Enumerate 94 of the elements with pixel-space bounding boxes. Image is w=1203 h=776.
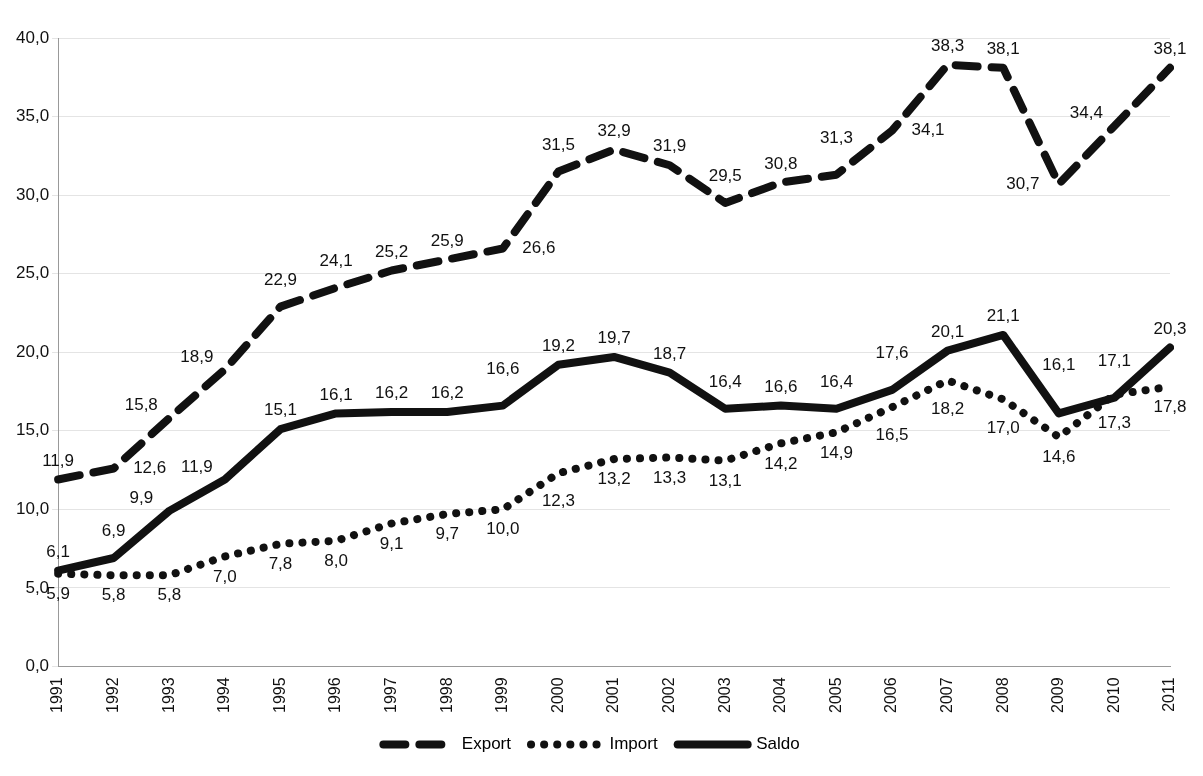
y-tick-label: 25,0: [15, 263, 50, 283]
y-tick-label: 35,0: [15, 106, 50, 126]
data-label: 18,7: [653, 343, 687, 363]
x-tick-label: 2007: [938, 677, 956, 713]
data-label: 31,5: [541, 134, 575, 154]
legend-label: Saldo: [756, 734, 800, 754]
data-label: 14,6: [1042, 447, 1076, 467]
data-label: 6,9: [101, 521, 126, 541]
data-label: 16,1: [1042, 354, 1076, 374]
y-tick-label: 15,0: [15, 420, 50, 440]
data-label: 16,4: [708, 371, 742, 391]
data-label: 17,6: [875, 343, 909, 363]
data-label: 30,7: [1006, 173, 1040, 193]
data-label: 12,3: [541, 491, 575, 511]
y-tick-label: 40,0: [15, 27, 50, 47]
y-tick-label: 20,0: [15, 341, 50, 361]
data-label: 6,1: [46, 541, 70, 561]
data-label: 31,3: [819, 127, 853, 147]
data-label: 16,2: [375, 383, 409, 403]
data-label: 31,9: [653, 136, 687, 156]
data-label: 16,6: [764, 376, 798, 396]
x-tick-label: 1991: [48, 677, 66, 713]
data-label: 38,1: [986, 39, 1020, 59]
data-label: 15,1: [263, 400, 298, 420]
x-tick-label: 2011: [1160, 677, 1178, 712]
legend-label: Import: [609, 734, 658, 754]
data-label: 9,1: [379, 533, 404, 553]
data-label: 18,2: [931, 398, 965, 418]
data-label: 14,2: [764, 453, 798, 473]
x-tick-label: 2000: [548, 677, 566, 713]
data-label: 30,8: [764, 153, 798, 173]
data-label: 26,6: [522, 238, 556, 258]
data-label: 10,0: [486, 519, 520, 539]
data-label: 22,9: [263, 269, 298, 289]
x-tick-label: 2009: [1049, 677, 1067, 713]
data-label: 13,2: [597, 469, 631, 489]
x-tick-label: 2003: [715, 677, 733, 713]
data-label: 16,2: [430, 383, 464, 403]
x-tick-label: 1992: [104, 677, 122, 713]
y-tick-label: 10,0: [15, 498, 50, 518]
data-label: 16,4: [819, 371, 853, 391]
data-label: 15,8: [124, 395, 158, 415]
x-tick-label: 1995: [270, 677, 288, 713]
data-label: 17,3: [1097, 412, 1131, 432]
data-label: 17,8: [1153, 396, 1187, 416]
data-label: 11,9: [42, 450, 74, 470]
data-label: 34,4: [1069, 103, 1103, 123]
data-label: 7,0: [213, 566, 237, 586]
data-label: 14,9: [819, 442, 853, 462]
data-label: 38,1: [1153, 39, 1187, 59]
data-label: 32,9: [597, 120, 631, 140]
x-tick-label: 1997: [382, 677, 400, 713]
data-label: 34,1: [911, 120, 945, 140]
data-label: 18,9: [180, 346, 214, 366]
data-label: 9,9: [129, 488, 154, 508]
data-label: 19,7: [597, 328, 631, 348]
data-label: 11,9: [180, 456, 213, 476]
x-tick-label: 2005: [826, 677, 844, 713]
x-tick-label: 2001: [604, 677, 622, 713]
data-label: 38,3: [931, 35, 965, 55]
x-tick-label: 2004: [771, 677, 789, 713]
data-label: 17,1: [1097, 350, 1131, 370]
data-label: 25,9: [430, 230, 464, 250]
data-label: 5,8: [157, 585, 182, 605]
data-label: 16,5: [875, 425, 909, 445]
data-label: 20,3: [1153, 318, 1187, 338]
x-tick-label: 1998: [437, 677, 455, 713]
y-tick-label: 0,0: [25, 656, 50, 676]
data-label: 17,0: [986, 417, 1020, 437]
data-label: 24,1: [319, 250, 353, 270]
x-tick-label: 2010: [1104, 677, 1122, 713]
data-label: 9,7: [435, 524, 460, 544]
x-tick-label: 2006: [882, 677, 900, 713]
legend-label: Export: [461, 734, 512, 754]
data-label: 7,8: [268, 554, 293, 574]
x-tick-label: 2002: [660, 677, 678, 713]
data-label: 8,0: [324, 550, 348, 570]
x-tick-label: 1999: [493, 677, 511, 713]
data-label: 16,1: [319, 384, 353, 404]
data-label: 5,8: [101, 585, 126, 605]
data-label: 19,2: [541, 335, 575, 355]
data-label: 16,6: [486, 358, 520, 378]
data-label: 25,2: [375, 241, 409, 261]
x-tick-label: 2008: [993, 677, 1011, 713]
data-label: 20,1: [931, 321, 965, 341]
x-tick-label: 1993: [159, 677, 177, 713]
y-tick-label: 30,0: [15, 184, 50, 204]
data-label: 29,5: [708, 166, 742, 186]
data-label: 21,1: [986, 306, 1020, 326]
data-label: 12,6: [133, 458, 167, 478]
x-tick-label: 1994: [215, 677, 233, 713]
data-label: 13,1: [708, 470, 742, 490]
data-label: 13,3: [653, 467, 687, 487]
x-tick-label: 1996: [326, 677, 344, 713]
